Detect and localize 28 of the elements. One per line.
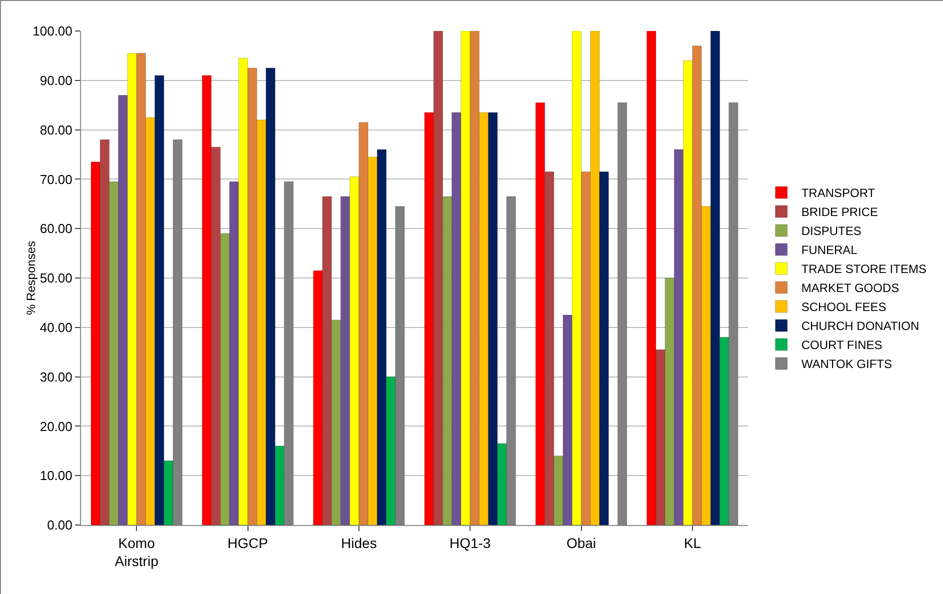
y-tick-label: 100.00 [32,24,72,39]
y-tick-label: 60.00 [40,221,72,236]
y-tick-label: 0.00 [47,518,72,533]
legend-label: BRIDE PRICE [801,205,878,220]
y-tick-label: 20.00 [40,418,72,434]
y-tick-label: 50.00 [40,270,72,286]
legend-label: TRANSPORT [801,186,876,200]
legend-label: MARKET GOODS [801,281,900,296]
y-tick-label: 30.00 [40,369,72,384]
legend-label: FUNERAL [801,243,858,258]
legend-label: SCHOOL FEES [801,300,886,314]
legend-label: CHURCH DONATION [801,319,920,334]
x-tick-label: Hides [341,534,377,551]
legend-label: TRADE STORE ITEMS [801,262,926,276]
x-tick-label: Komo Airstrip [114,534,159,569]
legend-label: DISPUTES [801,224,862,238]
y-tick-label: 90.00 [40,72,72,88]
legend-label: COURT FINES [801,338,882,352]
x-tick-label: KL [684,534,702,551]
x-tick-label: HGCP [228,534,268,551]
y-axis-title: % Responses [24,240,38,316]
legend-label: WANTOK GIFTS [801,357,892,372]
y-tick-label: 80.00 [40,122,72,138]
y-tick-label: 10.00 [40,468,72,484]
x-tick-label: Obai [566,534,596,551]
y-tick-label: 70.00 [40,172,72,187]
y-tick-label: 40.00 [40,320,72,335]
x-tick-label: HQ1-3 [449,534,491,551]
